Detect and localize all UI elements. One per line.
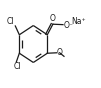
Text: O: O — [57, 48, 63, 57]
Text: Cl: Cl — [14, 62, 21, 71]
Text: O: O — [50, 15, 56, 23]
Text: O⁻: O⁻ — [64, 21, 73, 30]
Text: Na⁺: Na⁺ — [72, 17, 86, 26]
Text: Cl: Cl — [7, 17, 14, 26]
